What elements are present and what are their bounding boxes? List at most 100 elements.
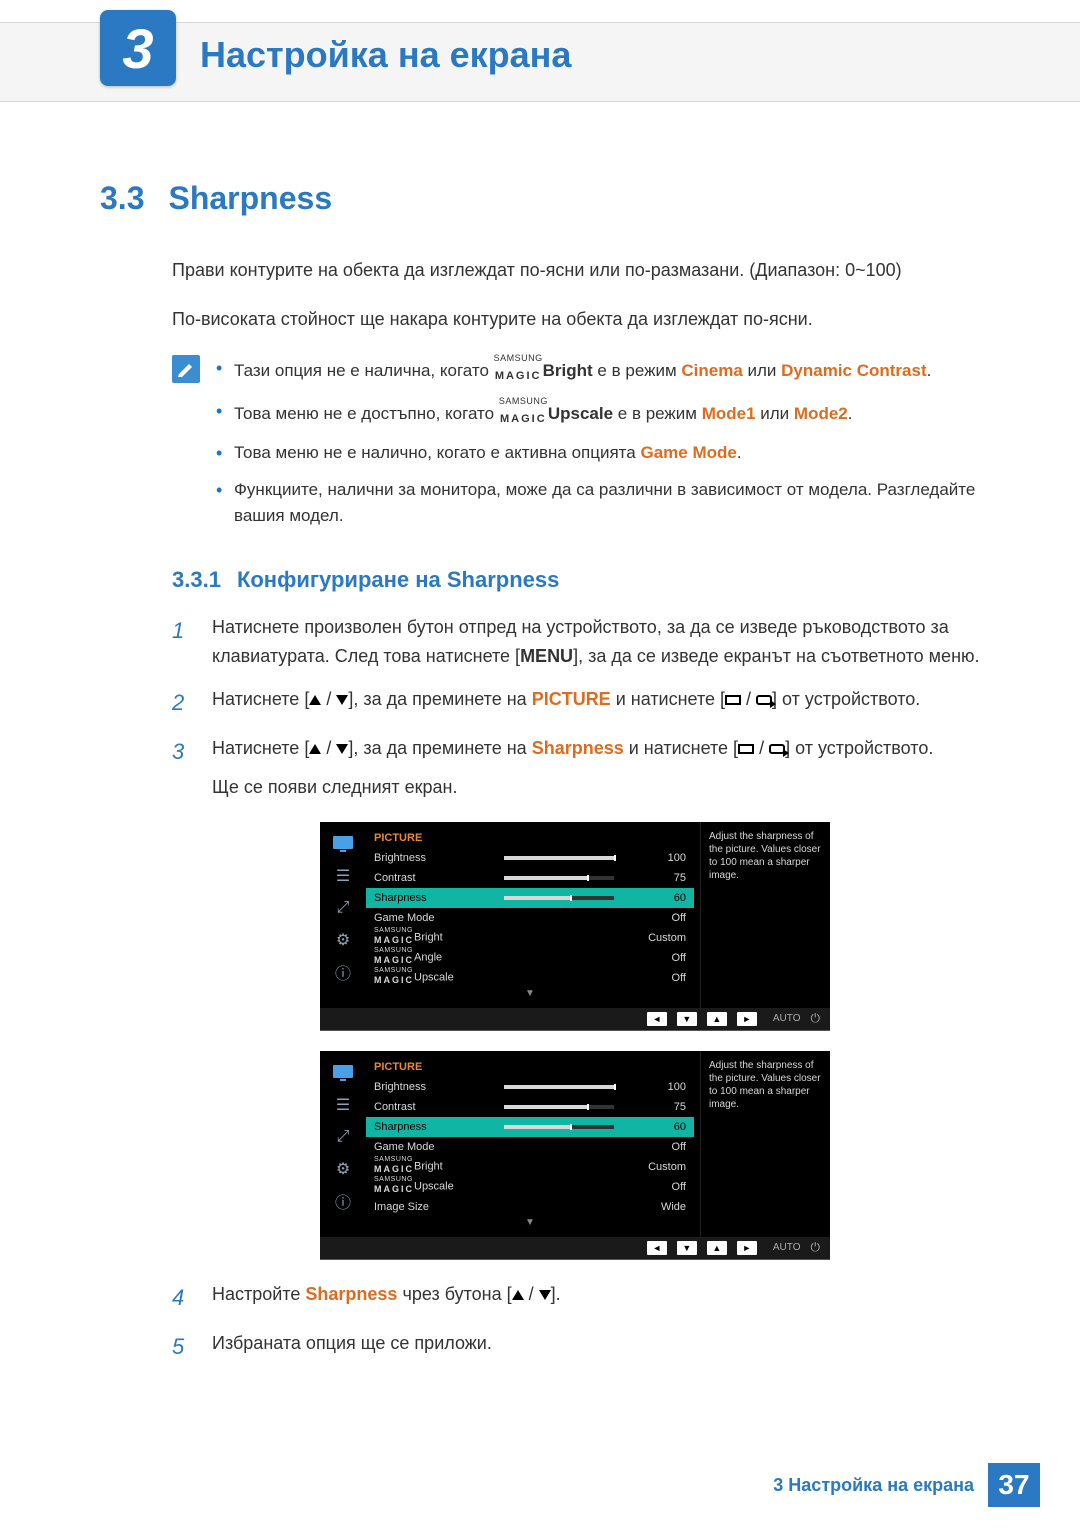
osd-row-value: Custom <box>646 1161 686 1173</box>
resize-icon: ⤢ <box>329 896 357 920</box>
down-triangle-icon <box>336 744 348 754</box>
osd-main: PICTURE Brightness 100 Contrast 75 Sharpness… <box>366 822 700 1008</box>
step-number: 2 <box>172 685 192 720</box>
osd-row-label: SAMSUNGMAGICAngle <box>374 949 494 966</box>
chapter-number: 3 <box>122 16 153 81</box>
nav-right-icon: ► <box>737 1241 757 1255</box>
osd-row-value: Custom <box>646 932 686 944</box>
osd-help-text: Adjust the sharpness of the picture. Val… <box>700 1051 830 1237</box>
osd-row-value: 75 <box>646 1101 686 1113</box>
samsung-magic-label: SAMSUNGMAGIC <box>499 398 548 431</box>
osd-row-label: SAMSUNGMAGICUpscale <box>374 969 494 986</box>
osd-nav-bar: ◄ ▼ ▲ ► AUTO ⏻ <box>320 1008 830 1030</box>
note-item: Тази опция не е налична, когато SAMSUNGM… <box>216 355 1000 388</box>
nav-auto-label: AUTO <box>773 1013 801 1024</box>
list-icon: ☰ <box>329 864 357 888</box>
osd-main: PICTURE Brightness100Contrast75Sharpness… <box>366 1051 700 1237</box>
resize-icon: ⤢ <box>329 1125 357 1149</box>
nav-up-icon: ▲ <box>707 1012 727 1026</box>
osd-help-text: Adjust the sharpness of the picture. Val… <box>700 822 830 1008</box>
chapter-title: Настройка на екрана <box>200 34 571 76</box>
samsung-magic-label: SAMSUNGMAGIC <box>494 355 543 388</box>
nav-up-icon: ▲ <box>707 1241 727 1255</box>
page-number: 37 <box>988 1463 1040 1507</box>
up-triangle-icon <box>309 744 321 754</box>
up-triangle-icon <box>512 1290 524 1300</box>
osd-screenshot: ☰ ⤢ ⚙ ⓘ PICTURE Brightness 100 Contrast 75 S… <box>320 822 1000 1031</box>
osd-row-label: Brightness <box>374 1081 494 1093</box>
gear-icon: ⚙ <box>329 1157 357 1181</box>
subsection-heading: 3.3.1 Конфигуриране на Sharpness <box>172 567 1000 593</box>
down-triangle-icon <box>336 695 348 705</box>
step: 4 Настройте Sharpness чрез бутона [ / ]. <box>172 1280 1000 1315</box>
osd-row-value: Wide <box>646 1201 686 1213</box>
menu-rect-icon <box>725 695 741 705</box>
step-text: Настройте Sharpness чрез бутона [ / ]. <box>212 1280 1000 1315</box>
osd-nav-bar: ◄ ▼ ▲ ► AUTO ⏻ <box>320 1237 830 1259</box>
osd-slider <box>504 876 614 880</box>
monitor-icon <box>329 832 357 856</box>
power-icon: ⏻ <box>811 1011 821 1026</box>
subsection-number: 3.3.1 <box>172 567 221 593</box>
section-heading: 3.3 Sharpness <box>100 180 1000 217</box>
power-icon: ⏻ <box>811 1240 821 1255</box>
osd-row-label: Game Mode <box>374 912 494 924</box>
down-triangle-icon <box>539 1290 551 1300</box>
info-icon: ⓘ <box>329 960 357 984</box>
nav-left-icon: ◄ <box>647 1012 667 1026</box>
step-number: 5 <box>172 1329 192 1364</box>
osd-row-label: Contrast <box>374 872 494 884</box>
osd-row: Game Mode Off <box>366 908 694 928</box>
osd-slider <box>504 896 614 900</box>
osd-row: SAMSUNGMAGICAngle Off <box>366 948 694 968</box>
osd-row-value: 60 <box>646 1121 686 1133</box>
osd-row-value: 60 <box>646 892 686 904</box>
info-icon: ⓘ <box>329 1189 357 1213</box>
osd-row-label: Brightness <box>374 852 494 864</box>
nav-left-icon: ◄ <box>647 1241 667 1255</box>
nav-auto-label: AUTO <box>773 1242 801 1253</box>
osd-row: Image Size Wide <box>366 1197 694 1217</box>
note-item: Това меню не е достъпно, когато SAMSUNGM… <box>216 398 1000 431</box>
step-number: 1 <box>172 613 192 671</box>
osd-row-value: Off <box>646 912 686 924</box>
note-list: Тази опция не е налична, когато SAMSUNGM… <box>216 355 1000 539</box>
intro-p2: По-високата стойност ще накара контурите… <box>172 306 1000 333</box>
osd-row: Game Mode Off <box>366 1137 694 1157</box>
nav-down-icon: ▼ <box>677 1241 697 1255</box>
osd-row-label: SAMSUNGMAGICUpscale <box>374 1178 494 1195</box>
osd-row-value: 100 <box>646 1081 686 1093</box>
down-arrow-icon: ▼ <box>366 988 694 1002</box>
osd-row-value: 100 <box>646 852 686 864</box>
nav-right-icon: ► <box>737 1012 757 1026</box>
osd-slider <box>504 1085 614 1089</box>
osd-row-value: Off <box>646 1141 686 1153</box>
osd-row: Brightness 100 <box>366 1077 694 1097</box>
nav-down-icon: ▼ <box>677 1012 697 1026</box>
gear-icon: ⚙ <box>329 928 357 952</box>
down-arrow-icon: ▼ <box>366 1217 694 1231</box>
note-item: Това меню не е налично, когато е активна… <box>216 440 1000 466</box>
chapter-number-box: 3 <box>100 10 176 86</box>
osd-row-label: Game Mode <box>374 1141 494 1153</box>
step: 5 Избраната опция ще се приложи. <box>172 1329 1000 1364</box>
steps-list: 4 Настройте Sharpness чрез бутона [ / ].… <box>172 1280 1000 1364</box>
osd-row-label: Sharpness <box>374 892 494 904</box>
list-icon: ☰ <box>329 1093 357 1117</box>
footer: 3 Настройка на екрана 37 <box>773 1463 1040 1507</box>
osd-row: SAMSUNGMAGICUpscaleOff <box>366 1177 694 1197</box>
step: 2 Натиснете [ / ], за да преминете на PI… <box>172 685 1000 720</box>
osd-row-value: Off <box>646 952 686 964</box>
note-block: Тази опция не е налична, когато SAMSUNGM… <box>172 355 1000 539</box>
step-text: Натиснете [ / ], за да преминете на PICT… <box>212 685 1000 720</box>
osd-row: Brightness 100 <box>366 848 694 868</box>
step: 1 Натиснете произволен бутон отпред на у… <box>172 613 1000 671</box>
steps-list: 1 Натиснете произволен бутон отпред на у… <box>172 613 1000 801</box>
content-area: 3.3 Sharpness Прави контурите на обекта … <box>100 180 1000 1378</box>
osd-row-label: Contrast <box>374 1101 494 1113</box>
osd-row-value: 75 <box>646 872 686 884</box>
osd-title: PICTURE <box>366 828 694 848</box>
osd-row-label: Image Size <box>374 1201 494 1213</box>
enter-icon <box>756 695 772 705</box>
step-number: 3 <box>172 734 192 802</box>
